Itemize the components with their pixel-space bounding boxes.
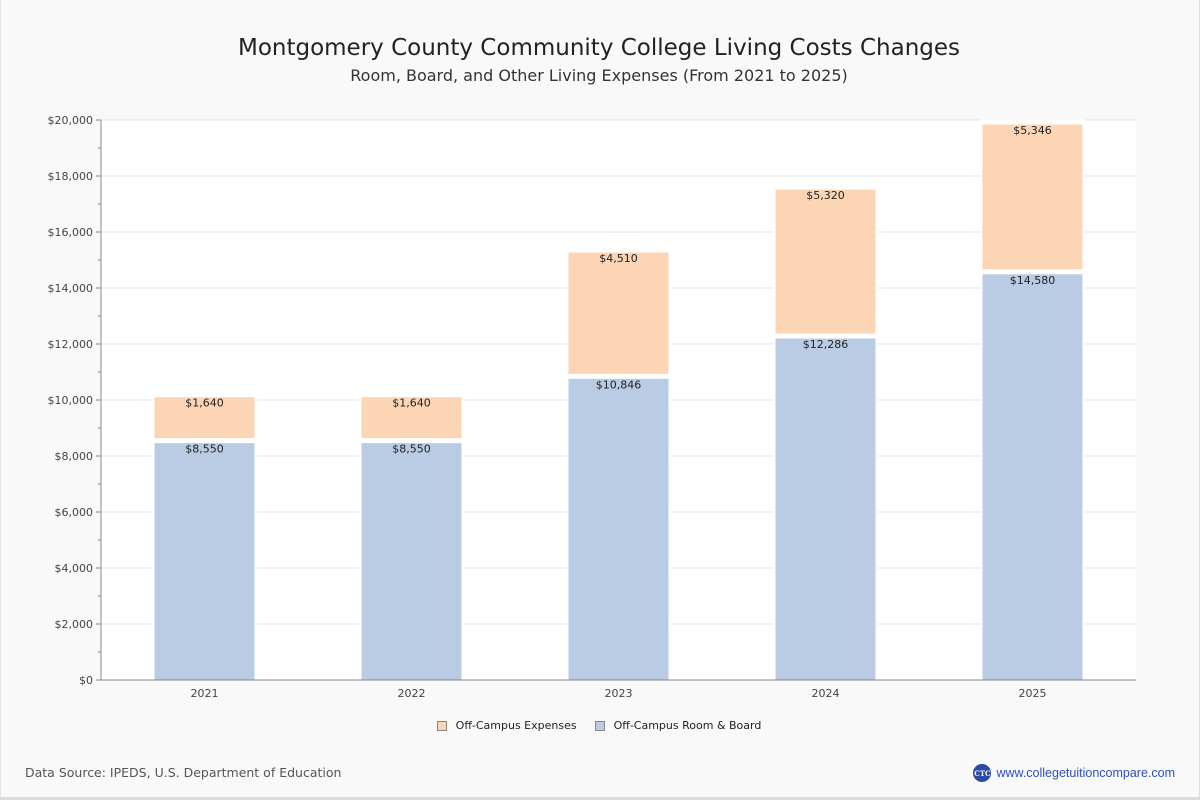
legend-item-expenses[interactable]: Off-Campus Expenses [436,719,577,732]
bar-segment-expenses [982,124,1083,270]
legend-label-expenses: Off-Campus Expenses [455,719,577,732]
y-tick-label: $4,000 [55,562,94,575]
bar-value-label: $10,846 [596,378,642,391]
x-tick-label: 2024 [812,687,840,700]
y-tick-label: $14,000 [48,282,94,295]
bar-segment-room-board [775,338,876,680]
legend-swatch-expenses [436,720,447,731]
bar-segment-expenses [361,397,462,439]
y-tick-label: $18,000 [48,170,94,183]
x-tick-label: 2021 [191,687,219,700]
bar-value-label: $12,286 [803,338,849,351]
bar-value-label: $14,580 [1010,274,1056,287]
bar-segment-room-board [361,443,462,680]
x-tick-label: 2022 [398,687,426,700]
bar-segment-room-board [568,378,669,680]
bar-segment-expenses [154,397,255,439]
y-tick-label: $12,000 [48,338,94,351]
y-tick-label: $0 [79,674,93,687]
y-tick-label: $8,000 [55,450,94,463]
chart-title: Montgomery County Community College Livi… [237,35,961,61]
y-tick-label: $6,000 [55,506,94,519]
y-tick-label: $20,000 [48,114,94,127]
bar-value-label: $8,550 [392,443,431,456]
y-tick-label: $2,000 [55,618,94,631]
legend-swatch-room-board [594,720,605,731]
bar-value-label: $4,510 [599,252,638,265]
bar-value-label: $8,550 [185,443,224,456]
brand-logo-icon: CTC [973,764,992,782]
bar-value-label: $1,640 [185,397,224,410]
chart-subtitle: Room, Board, and Other Living Expenses (… [350,66,848,85]
bar-value-label: $1,640 [392,397,431,410]
bar-segment-room-board [154,443,255,680]
legend-label-room-board: Off-Campus Room & Board [613,719,762,732]
bar-segment-room-board [982,274,1083,680]
legend-item-room-board[interactable]: Off-Campus Room & Board [594,719,762,732]
bar-value-label: $5,346 [1013,124,1052,137]
legend: Off-Campus Expenses Off-Campus Room & Bo… [1,719,1197,732]
x-tick-label: 2023 [605,687,633,700]
x-tick-label: 2025 [1019,687,1047,700]
bar-value-label: $5,320 [806,189,845,202]
bar-segment-expenses [568,252,669,374]
data-source: Data Source: IPEDS, U.S. Department of E… [25,765,342,780]
brand-url: www.collegetuitioncompare.com [996,766,1175,780]
y-tick-label: $10,000 [48,394,94,407]
y-tick-label: $16,000 [48,226,94,239]
brand-link[interactable]: CTC www.collegetuitioncompare.com [973,764,1175,782]
bar-segment-expenses [775,189,876,334]
